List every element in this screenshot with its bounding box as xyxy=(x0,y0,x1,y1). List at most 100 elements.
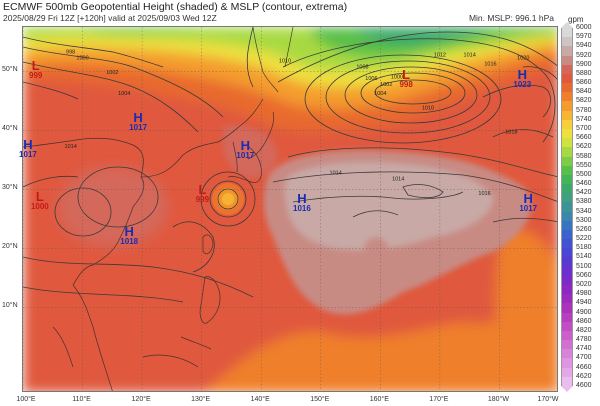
isobar-value-label: 1014 xyxy=(464,53,476,59)
center-pressure-value: 1017 xyxy=(19,149,37,159)
center-pressure-value: 1016 xyxy=(293,204,311,214)
center-type-letter: H xyxy=(23,136,33,152)
colorbar-swatch xyxy=(561,294,573,304)
colorbar-swatch xyxy=(561,92,573,102)
colorbar-swatch xyxy=(561,28,573,38)
colorbar-tick-label: 5420 xyxy=(576,189,592,197)
low-pressure-center: L 1000 xyxy=(31,190,49,211)
longitude-label: 160°E xyxy=(369,396,389,403)
high-pressure-center: H 1018 xyxy=(120,225,138,246)
colorbar-tick-label: 5740 xyxy=(576,115,592,123)
isobar-value-label: 1018 xyxy=(505,129,517,135)
high-pressure-center: H 1017 xyxy=(519,192,537,213)
colorbar-tick-label: 5840 xyxy=(576,88,592,96)
colorbar-tick-label: 5780 xyxy=(576,106,592,114)
high-pressure-center: H 1017 xyxy=(129,111,147,132)
longitude-label: 150°E xyxy=(310,396,330,403)
colorbar-swatch xyxy=(561,193,573,203)
center-type-letter: L xyxy=(35,189,44,205)
longitude-label: 100°E xyxy=(16,396,36,403)
colorbar-tick-label: 4600 xyxy=(576,382,592,389)
latitude-label: 10°N xyxy=(2,302,18,310)
isobar-value-label: 1012 xyxy=(434,53,446,59)
colorbar-swatch xyxy=(561,55,573,66)
colorbar-tick-label: 5260 xyxy=(576,225,592,233)
isobar-value-label: 1016 xyxy=(484,61,496,67)
center-pressure-value: 999 xyxy=(195,195,210,205)
isobar-value-label: 1008 xyxy=(356,64,368,70)
center-type-letter: L xyxy=(402,67,411,83)
isobar-value-label: 1010 xyxy=(422,106,434,112)
colorbar-swatch xyxy=(561,275,573,286)
isobar-value-label: 1016 xyxy=(478,191,490,197)
isobar-value-label: 1002 xyxy=(380,82,392,88)
map-canvas: 1006 1004 1002 1000 1008 1010 1012 1014 1016 1018… xyxy=(23,27,557,391)
map-area[interactable]: 1006 1004 1002 1000 1008 1010 1012 1014 1016 1018… xyxy=(22,26,558,392)
center-pressure-value: 999 xyxy=(29,71,43,81)
isobar-value-label: 1004 xyxy=(118,91,130,97)
colorbar-tick-label: 4820 xyxy=(576,326,592,334)
high-pressure-center: H 1016 xyxy=(293,192,311,213)
colorbar-tick-label: 5940 xyxy=(576,42,592,50)
colorbar-swatch xyxy=(561,73,573,84)
isobar-value-label: 1020 xyxy=(517,55,529,61)
colorbar-swatch xyxy=(561,211,573,222)
height-field xyxy=(23,27,557,391)
colorbar-swatch xyxy=(561,184,573,194)
isobar-value-label: 998 xyxy=(66,50,75,56)
colorbar-swatch xyxy=(561,165,573,176)
colorbar-swatch xyxy=(561,248,573,258)
isobar-labels: 1006 1004 1002 1000 1008 1010 1012 1014 1016 1018… xyxy=(65,50,530,198)
colorbar-swatch xyxy=(561,312,573,323)
colorbar-tick-label: 4660 xyxy=(576,363,592,371)
center-pressure-value: 1017 xyxy=(519,204,538,214)
colorbar-tick-label: 4940 xyxy=(576,299,592,307)
colorbar-tick-label: 5300 xyxy=(576,216,592,224)
graticule xyxy=(23,27,557,391)
colorbar-tick-label: 4980 xyxy=(576,290,592,298)
map-title: ECMWF 500mb Geopotential Height (shaded)… xyxy=(3,1,348,13)
longitude-label: 170°E xyxy=(429,396,449,403)
colorbar-swatch xyxy=(561,119,573,130)
colorbar-tick-label: 5140 xyxy=(576,253,592,261)
longitude-label: 120°E xyxy=(131,396,151,403)
colorbar-swatch xyxy=(561,285,573,295)
center-type-letter: H xyxy=(297,191,307,207)
map-subtitle: 2025/08/29 Fri 12Z [+120h] valid at 2025… xyxy=(3,13,217,23)
colorbar-swatch xyxy=(561,174,573,185)
isobar-value-label: 1000 xyxy=(391,74,403,80)
colorbar-tick-label: 4740 xyxy=(576,345,592,353)
isobar-value-label: 1010 xyxy=(279,58,291,64)
center-type-letter: H xyxy=(517,67,527,83)
colorbar-swatch xyxy=(561,303,573,314)
colorbar-swatch xyxy=(561,266,573,277)
colorbar-tick-label: 5460 xyxy=(576,180,592,188)
center-type-letter: H xyxy=(124,223,134,239)
isobar-value-label: 1006 xyxy=(365,76,377,82)
colorbar-swatch xyxy=(561,138,573,148)
center-pressure-value: 1000 xyxy=(30,202,49,212)
center-type-letter: H xyxy=(240,138,251,154)
colorbar-tick-label: 6000 xyxy=(576,24,592,31)
colorbar-swatch xyxy=(561,64,573,75)
colorbar-swatch xyxy=(561,376,573,387)
colorbar-tick-label: 5820 xyxy=(576,97,592,105)
colorbar-tick-label: 4780 xyxy=(576,336,592,344)
colorbar-swatch xyxy=(561,46,573,57)
colorbar-swatch xyxy=(561,83,573,93)
colorbar-tick-label: 5180 xyxy=(576,244,592,252)
longitude-label: 130°E xyxy=(191,396,211,403)
colorbar-swatch xyxy=(561,229,573,240)
center-type-letter: H xyxy=(523,191,533,207)
low-pressure-center: L 998 xyxy=(399,68,412,89)
colorbar-tick-label: 5220 xyxy=(576,235,592,243)
longitude-label: 170°W xyxy=(537,396,559,403)
center-pressure-value: 1018 xyxy=(120,236,139,246)
high-pressure-center: H 1023 xyxy=(513,68,531,89)
isobar-value-label: 1002 xyxy=(106,70,118,76)
colorbar-swatch xyxy=(561,202,573,213)
colorbar-swatch xyxy=(561,358,573,369)
colorbar-swatch xyxy=(561,367,573,378)
colorbar-swatch xyxy=(561,37,573,47)
isobar-value-label: 1000 xyxy=(76,55,88,61)
